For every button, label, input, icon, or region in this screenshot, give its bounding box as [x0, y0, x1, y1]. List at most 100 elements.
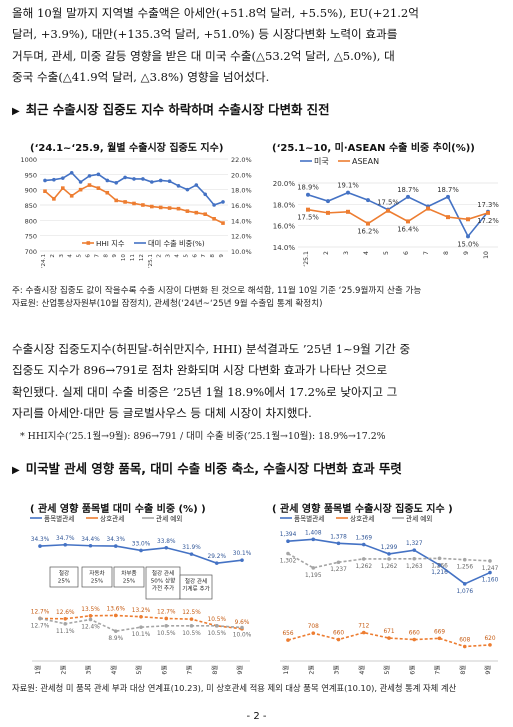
y-left-tick: 950 — [25, 171, 37, 179]
series-point — [488, 643, 492, 647]
us-share-point — [61, 176, 65, 180]
us-share-point — [114, 180, 118, 185]
series-point — [38, 544, 42, 548]
series-point — [311, 631, 316, 635]
series-point — [164, 624, 169, 628]
data-label: 34.4% — [81, 537, 100, 543]
data-label: 1,195 — [305, 573, 322, 579]
data-label: 9.6% — [235, 620, 250, 626]
data-label: 660 — [409, 631, 420, 637]
chart2-title: (‘25.1~10, 미·ASEAN 수출 비중 추이(%)) — [272, 143, 475, 154]
asean-point — [386, 208, 390, 213]
asean-point — [486, 210, 490, 215]
hhi-point — [167, 206, 172, 210]
asean-point — [306, 207, 310, 212]
data-label: 1,408 — [305, 530, 322, 536]
body-line: 자리를 아세안·대만 등 글로벌사우스 등 대체 시장이 차지했다. — [12, 405, 312, 420]
series-point — [164, 616, 169, 621]
us-share-point — [96, 172, 101, 177]
x-tick: 8월 — [211, 665, 219, 675]
x-tick: 2 — [323, 251, 330, 255]
series-point — [189, 552, 194, 556]
intro-paragraph: 올해 10월 말까지 지역별 수출액은 아세안(+51.8억 달러, +5.5%… — [12, 3, 502, 88]
series-point — [286, 539, 290, 544]
x-tick: 8 — [443, 251, 450, 255]
series-point — [63, 616, 68, 621]
us-data-label: 18.9% — [297, 184, 319, 192]
us-share-point — [105, 178, 110, 183]
us-series-line — [307, 191, 489, 238]
footnote: * HHI지수(’25.1월→9월): 896→791 / 대미 수출 비중(’… — [20, 431, 386, 442]
series-point — [240, 558, 244, 562]
y-tick: 14.0% — [273, 244, 296, 252]
data-label: 708 — [308, 624, 319, 630]
data-label: 1,302 — [280, 559, 297, 565]
hhi-point — [78, 187, 83, 192]
us-share-point — [167, 179, 172, 184]
series-point — [361, 542, 366, 547]
asean-data-label: 16.4% — [397, 225, 419, 233]
data-label: 13.5% — [81, 607, 100, 613]
data-label: 13.2% — [132, 608, 151, 614]
us-share-point — [52, 177, 56, 182]
chart1-svg: 1000 22.0% 950 20.0% 900 18.0% 850 16.0% 800 14.0… — [20, 156, 252, 268]
y-right-tick: 12.0% — [231, 233, 252, 241]
legend-label: 품목별관세 — [294, 514, 324, 523]
x-tick: 11 — [130, 254, 136, 262]
y-right-tick: 22.0% — [231, 156, 252, 164]
data-label: 12.4% — [81, 624, 100, 630]
hhi-point — [96, 186, 101, 190]
section1-title: 최근 수출시장 집중도 지수 하락하며 수출시장 다변화 진전 — [25, 102, 330, 117]
series-point — [488, 559, 492, 563]
legend-us-label: 미국 — [314, 157, 329, 166]
series-point — [437, 563, 442, 567]
hhi-point — [61, 186, 65, 190]
callout-text: 철강 관세 — [152, 569, 174, 577]
legend-hhi-label: HHI 지수 — [96, 239, 125, 248]
series-point — [286, 551, 290, 556]
legend-hhi-marker — [86, 241, 91, 245]
series-point — [387, 636, 391, 640]
data-label: 1,256 — [456, 565, 473, 571]
asean-data-label: 17.2% — [477, 217, 499, 225]
data-label: 669 — [434, 629, 445, 635]
series-point — [488, 570, 492, 575]
chart4-title: ( 관세 영향 품목별 수출시장 집중도 지수 ) — [272, 504, 453, 515]
y-right-tick: 14.0% — [231, 217, 252, 225]
hhi-point — [185, 209, 190, 213]
data-label: 29.2% — [208, 554, 227, 560]
hhi-point — [194, 210, 199, 215]
data-label: 34.3% — [31, 537, 50, 543]
callout-box — [49, 566, 79, 588]
asean-point — [366, 221, 370, 226]
callout-box — [145, 566, 181, 600]
chart-source: 자료원: 산업통상자원부(10월 잠정치), 관세청(‘24년~‘25년 9월 … — [12, 299, 323, 309]
series-point — [311, 566, 316, 570]
us-share-point — [78, 180, 83, 184]
intro-line: 올해 10월 말까지 지역별 수출액은 아세안(+51.8억 달러, +5.5%… — [12, 6, 419, 20]
hhi-point — [203, 212, 207, 216]
x-tick: 10 — [121, 254, 127, 262]
series-point — [139, 614, 143, 619]
data-label: 10.0% — [233, 633, 252, 639]
x-tick: 6 — [403, 251, 410, 255]
asean-point — [326, 210, 330, 215]
series-point — [189, 624, 194, 628]
x-tick: 5월 — [383, 665, 391, 675]
data-label: 660 — [333, 631, 344, 637]
legend-label: 품목별관세 — [44, 514, 74, 523]
callout-text: 철강 관세 — [185, 577, 207, 585]
x-tick: 3월 — [333, 665, 341, 675]
y-tick: 16.0% — [273, 223, 296, 231]
x-tick: 8월 — [459, 665, 467, 675]
callout-text: 자동차 — [89, 569, 104, 577]
data-label: 1,160 — [482, 578, 499, 584]
series-point — [336, 637, 341, 642]
callout-text: 50% 상향 — [151, 577, 176, 585]
intro-line: 중국 수출(△41.9억 달러, △3.8%) 영향을 넘어섰다. — [12, 69, 270, 84]
callout-text: 25% — [58, 579, 70, 585]
x-tick: 5 — [183, 254, 189, 258]
x-tick: 2월 — [307, 665, 315, 675]
series-line-1 — [287, 631, 491, 648]
us-point — [326, 199, 330, 204]
